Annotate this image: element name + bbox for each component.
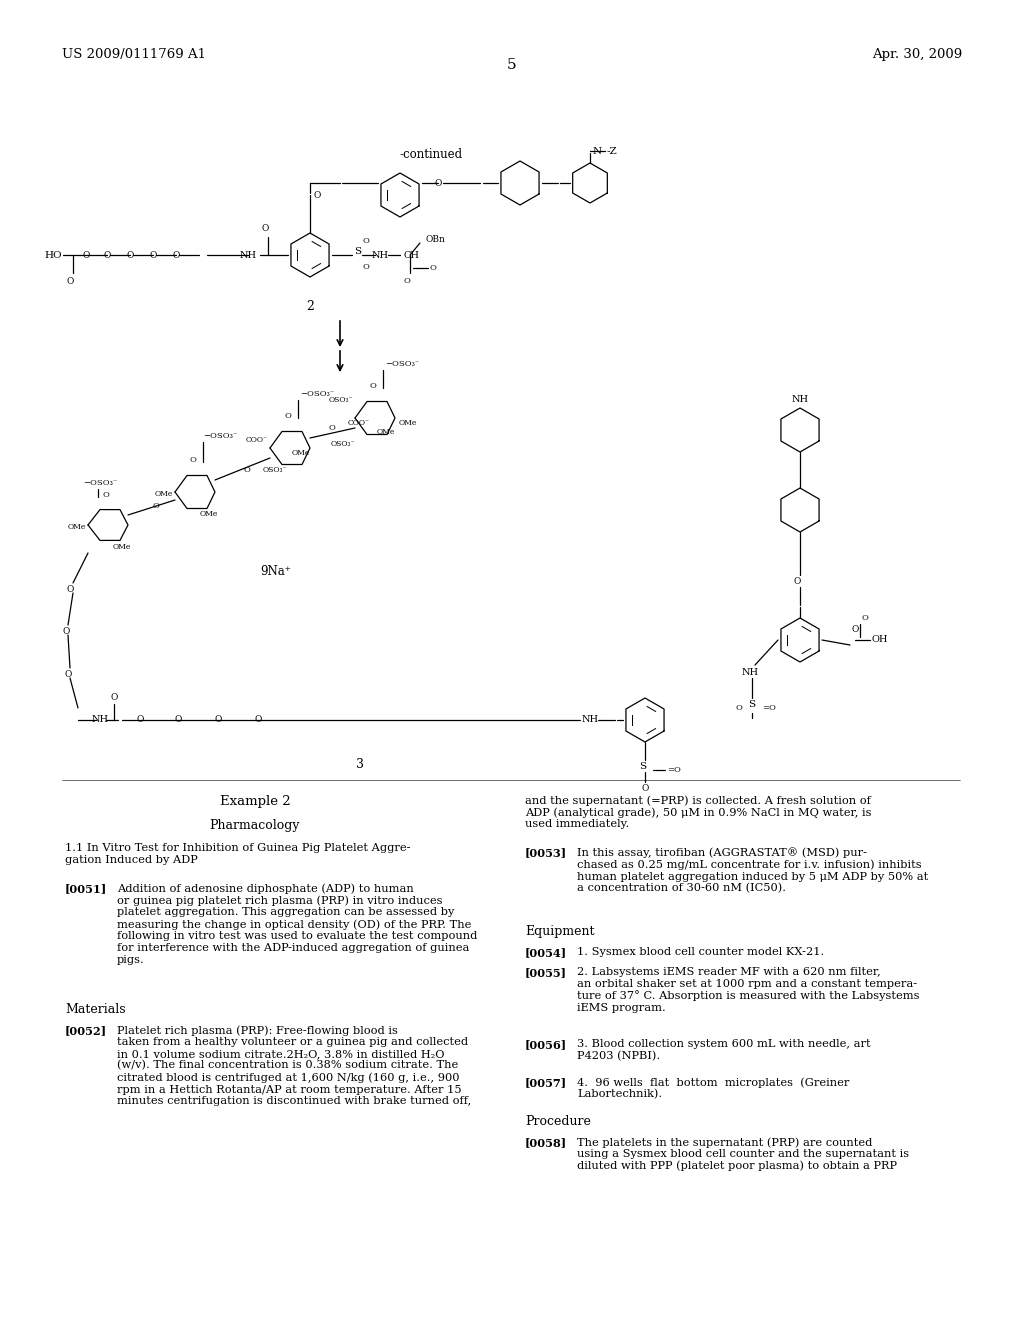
Text: OMe: OMe xyxy=(68,523,86,531)
Text: Pharmacology: Pharmacology xyxy=(210,818,300,832)
Text: O: O xyxy=(434,178,441,187)
Text: [0052]: [0052] xyxy=(65,1026,108,1036)
Text: O: O xyxy=(735,704,742,711)
Text: 3: 3 xyxy=(356,758,364,771)
Text: Equipment: Equipment xyxy=(525,925,595,939)
Text: Procedure: Procedure xyxy=(525,1115,591,1129)
Text: O: O xyxy=(794,577,801,586)
Text: O: O xyxy=(82,251,90,260)
Text: 2. Labsystems iEMS reader MF with a 620 nm filter,
an orbital shaker set at 1000: 2. Labsystems iEMS reader MF with a 620 … xyxy=(577,968,920,1012)
Text: OH: OH xyxy=(872,635,889,644)
Text: 2: 2 xyxy=(306,300,314,313)
Text: 3. Blood collection system 600 mL with needle, art
P4203 (NPBI).: 3. Blood collection system 600 mL with n… xyxy=(577,1039,870,1061)
Text: O: O xyxy=(261,224,268,234)
Text: S: S xyxy=(749,700,756,709)
Text: −OSO₃⁻: −OSO₃⁻ xyxy=(203,432,238,440)
Text: O: O xyxy=(174,715,181,725)
Text: O: O xyxy=(244,466,251,474)
Text: The platelets in the supernatant (PRP) are counted
using a Sysmex blood cell cou: The platelets in the supernatant (PRP) a… xyxy=(577,1137,909,1171)
Text: 5: 5 xyxy=(507,58,517,73)
Text: Materials: Materials xyxy=(65,1003,126,1016)
Text: NH: NH xyxy=(582,715,599,725)
Text: O: O xyxy=(641,784,648,793)
Text: COO⁻: COO⁻ xyxy=(348,418,370,426)
Text: [0055]: [0055] xyxy=(525,968,567,978)
Text: [0057]: [0057] xyxy=(525,1077,567,1088)
Text: O: O xyxy=(153,502,160,510)
Text: Platelet rich plasma (PRP): Free-flowing blood is
taken from a healthy volunteer: Platelet rich plasma (PRP): Free-flowing… xyxy=(117,1026,471,1106)
Text: =O: =O xyxy=(762,704,776,711)
Text: O: O xyxy=(285,412,292,420)
Text: NH: NH xyxy=(741,668,759,677)
Text: OMe: OMe xyxy=(155,490,173,498)
Text: OBn: OBn xyxy=(425,235,444,243)
Text: OSO₃⁻: OSO₃⁻ xyxy=(329,396,353,404)
Text: CH: CH xyxy=(403,251,419,260)
Text: O: O xyxy=(111,693,118,702)
Text: In this assay, tirofiban (AGGRASTAT® (MSD) pur-
chased as 0.25 mg/mL concentrate: In this assay, tirofiban (AGGRASTAT® (MS… xyxy=(577,847,928,894)
Text: OSO₃⁻: OSO₃⁻ xyxy=(263,466,288,474)
Text: −OSO₃⁻: −OSO₃⁻ xyxy=(300,389,334,399)
Text: 4.  96 wells  flat  bottom  microplates  (Greiner
Labortechnik).: 4. 96 wells flat bottom microplates (Gre… xyxy=(577,1077,849,1100)
Text: O: O xyxy=(852,626,859,635)
Text: O: O xyxy=(362,238,370,246)
Text: O: O xyxy=(150,251,157,260)
Text: S: S xyxy=(354,247,361,256)
Text: O: O xyxy=(403,277,411,285)
Text: NH: NH xyxy=(240,251,257,260)
Text: O: O xyxy=(313,190,321,199)
Text: O: O xyxy=(126,251,134,260)
Text: [0053]: [0053] xyxy=(525,847,567,858)
Text: 1.1 In Vitro Test for Inhibition of Guinea Pig Platelet Aggre-
gation Induced by: 1.1 In Vitro Test for Inhibition of Guin… xyxy=(65,843,411,865)
Text: O: O xyxy=(136,715,143,725)
Text: [0054]: [0054] xyxy=(525,946,567,958)
Text: Apr. 30, 2009: Apr. 30, 2009 xyxy=(871,48,962,61)
Text: NH: NH xyxy=(91,715,109,725)
Text: Example 2: Example 2 xyxy=(220,795,291,808)
Text: [0058]: [0058] xyxy=(525,1137,567,1148)
Text: NH: NH xyxy=(792,395,809,404)
Text: O: O xyxy=(329,424,336,432)
Text: OMe: OMe xyxy=(113,543,131,550)
Text: -continued: -continued xyxy=(400,148,463,161)
Text: O: O xyxy=(62,627,70,636)
Text: O: O xyxy=(862,614,869,622)
Text: COO⁻: COO⁻ xyxy=(246,436,268,444)
Text: OSO₃⁻: OSO₃⁻ xyxy=(331,440,355,447)
Text: O: O xyxy=(172,251,179,260)
Text: S: S xyxy=(639,762,646,771)
Text: N: N xyxy=(593,147,602,156)
Text: O: O xyxy=(67,585,74,594)
Text: O: O xyxy=(430,264,437,272)
Text: −OSO₃⁻: −OSO₃⁻ xyxy=(83,479,118,487)
Text: -Z: -Z xyxy=(607,147,617,156)
Text: OMe: OMe xyxy=(292,449,310,457)
Text: 9Na⁺: 9Na⁺ xyxy=(260,565,291,578)
Text: O: O xyxy=(254,715,262,725)
Text: O: O xyxy=(103,251,111,260)
Text: OMe: OMe xyxy=(399,418,418,426)
Text: HO: HO xyxy=(44,251,62,260)
Text: O: O xyxy=(65,671,72,678)
Text: 1. Sysmex blood cell counter model KX-21.: 1. Sysmex blood cell counter model KX-21… xyxy=(577,946,824,957)
Text: [0056]: [0056] xyxy=(525,1039,567,1049)
Text: NH: NH xyxy=(372,251,388,260)
Text: US 2009/0111769 A1: US 2009/0111769 A1 xyxy=(62,48,206,61)
Text: O: O xyxy=(214,715,221,725)
Text: O: O xyxy=(67,277,74,286)
Text: Addition of adenosine diphosphate (ADP) to human
or guinea pig platelet rich pla: Addition of adenosine diphosphate (ADP) … xyxy=(117,883,477,965)
Text: −OSO₃⁻: −OSO₃⁻ xyxy=(385,360,419,368)
Text: O: O xyxy=(370,381,377,389)
Text: and the supernatant (=PRP) is collected. A fresh solution of
ADP (analytical gra: and the supernatant (=PRP) is collected.… xyxy=(525,795,871,829)
Text: O: O xyxy=(102,491,110,499)
Text: OMe: OMe xyxy=(200,510,218,517)
Text: OMe: OMe xyxy=(377,428,395,436)
Text: [0051]: [0051] xyxy=(65,883,108,894)
Text: O: O xyxy=(189,455,197,465)
Text: O: O xyxy=(362,263,370,271)
Text: =O: =O xyxy=(667,766,681,774)
